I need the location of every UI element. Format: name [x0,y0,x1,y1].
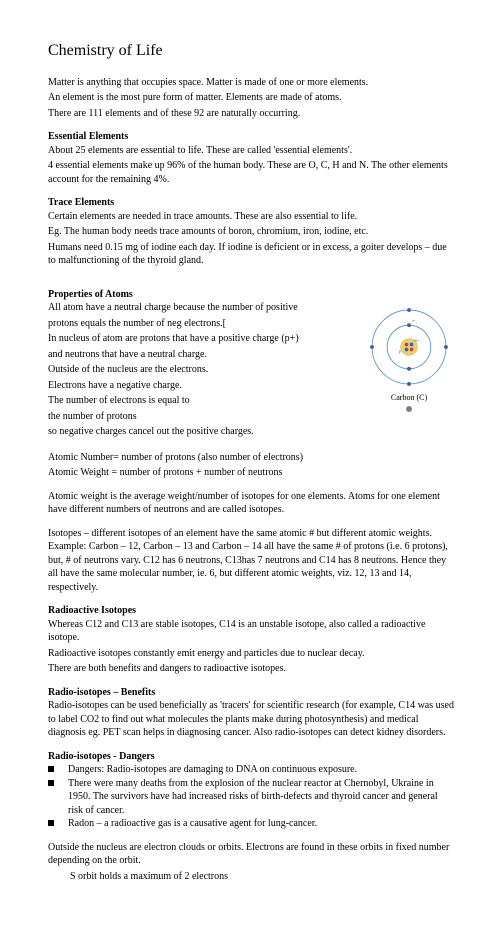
atom-diagram: N+Pe- [367,305,451,389]
bullet-icon [48,820,54,826]
isotope-intro-block: Atomic weight is the average weight/numb… [48,490,454,517]
orbits-block: Outside the nucleus are electron clouds … [48,841,454,884]
isotope-intro: Atomic weight is the average weight/numb… [48,490,454,517]
isotope-para: Isotopes – different isotopes of an elem… [48,527,454,595]
trace-line: Humans need 0.15 mg of iodine each day. … [48,241,454,268]
intro-line: An element is the most pure form of matt… [48,91,454,105]
intro-line: Matter is anything that occupies space. … [48,76,454,90]
page-title: Chemistry of Life [48,40,454,62]
atom-caption-icon [399,404,419,414]
radioactive-heading: Radioactive Isotopes [48,604,454,618]
atom-figure: N+Pe- Carbon (C) [364,305,454,418]
dangers-text: Radon – a radioactive gas is a causative… [68,817,317,831]
bullet-icon [48,766,54,772]
atoms-block: Properties of Atoms N+Pe- Carbon (C) All… [48,278,454,441]
trace-line: Eg. The human body needs trace amounts o… [48,225,454,239]
essential-line: 4 essential elements make up 96% of the … [48,159,454,186]
atomic-weight-line: Atomic Weight = number of protons + numb… [48,466,454,480]
atoms-heading: Properties of Atoms [48,288,454,302]
atom-caption: Carbon (C) [364,393,454,404]
trace-heading: Trace Elements [48,196,454,210]
radioactive-line: There are both benefits and dangers to r… [48,662,454,676]
atomic-number-block: Atomic Number= number of protons (also n… [48,451,454,480]
atoms-line: so negative charges cancel out the posit… [48,425,454,439]
dangers-bullet: There were many deaths from the explosio… [48,777,454,818]
atomic-number-line: Atomic Number= number of protons (also n… [48,451,454,465]
dangers-bullet: Dangers: Radio-isotopes are damaging to … [48,763,454,777]
isotope-para-block: Isotopes – different isotopes of an elem… [48,527,454,595]
dangers-block: Radio-isotopes - Dangers Dangers: Radio-… [48,750,454,831]
dangers-bullet: Radon – a radioactive gas is a causative… [48,817,454,831]
dangers-text: Dangers: Radio-isotopes are damaging to … [68,763,357,777]
benefits-para: Radio-isotopes can be used beneficially … [48,699,454,740]
intro-line: There are 111 elements and of these 92 a… [48,107,454,121]
trace-line: Certain elements are needed in trace amo… [48,210,454,224]
intro-block: Matter is anything that occupies space. … [48,76,454,121]
essential-heading: Essential Elements [48,130,454,144]
dangers-heading: Radio-isotopes - Dangers [48,750,454,764]
benefits-block: Radio-isotopes – Benefits Radio-isotopes… [48,686,454,740]
essential-line: About 25 elements are essential to life.… [48,144,454,158]
svg-text:e-: e- [412,318,416,323]
benefits-heading: Radio-isotopes – Benefits [48,686,454,700]
radioactive-line: Whereas C12 and C13 are stable isotopes,… [48,618,454,645]
radioactive-block: Radioactive Isotopes Whereas C12 and C13… [48,604,454,676]
svg-text:N+: N+ [414,338,420,343]
dangers-text: There were many deaths from the explosio… [68,777,454,818]
orbits-line: S orbit holds a maximum of 2 electrons [70,870,454,884]
orbits-line: Outside the nucleus are electron clouds … [48,841,454,868]
essential-block: Essential Elements About 25 elements are… [48,130,454,186]
trace-block: Trace Elements Certain elements are need… [48,196,454,268]
bullet-icon [48,780,54,786]
